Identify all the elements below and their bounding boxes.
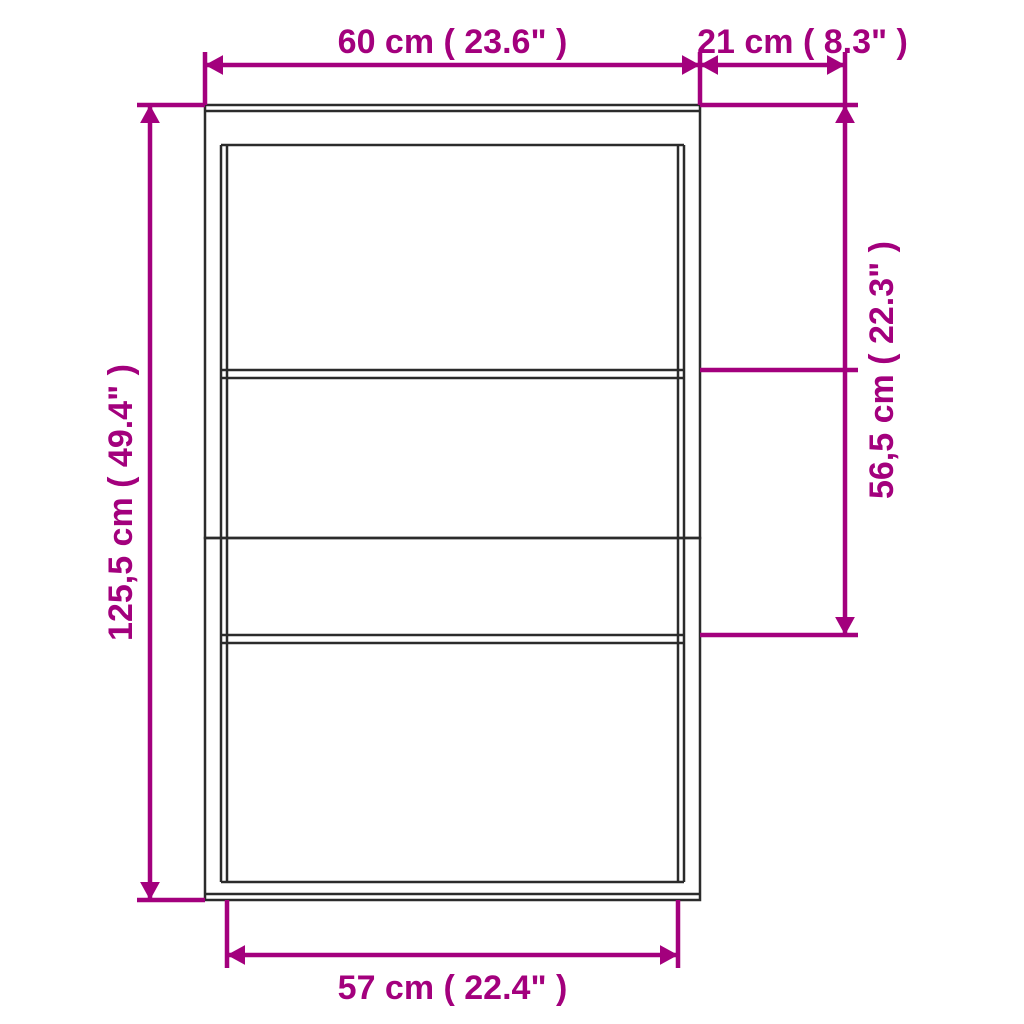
dimension-upper-height: 56,5 cm ( 22.3" ) [700,105,901,635]
product-outline [205,105,700,900]
dimension-upper-height-label: 56,5 cm ( 22.3" ) [863,241,901,499]
dimension-width-label: 60 cm ( 23.6" ) [338,23,568,61]
dimension-drawer-width: 57 cm ( 22.4" ) [227,900,678,1007]
dimension-height: 125,5 cm ( 49.4" ) [102,105,205,900]
dimension-width: 60 cm ( 23.6" ) [205,23,700,105]
dimension-drawer-width-label: 57 cm ( 22.4" ) [338,969,568,1007]
dimension-depth: 21 cm ( 8.3" ) [697,23,908,105]
dimension-height-label: 125,5 cm ( 49.4" ) [102,364,140,641]
dimension-depth-label: 21 cm ( 8.3" ) [697,23,908,61]
dimension-diagram: 60 cm ( 23.6" ) 21 cm ( 8.3" ) 125,5 cm ( … [0,0,1024,1024]
dimension-annotations: 60 cm ( 23.6" ) 21 cm ( 8.3" ) 125,5 cm ( … [102,23,908,1007]
